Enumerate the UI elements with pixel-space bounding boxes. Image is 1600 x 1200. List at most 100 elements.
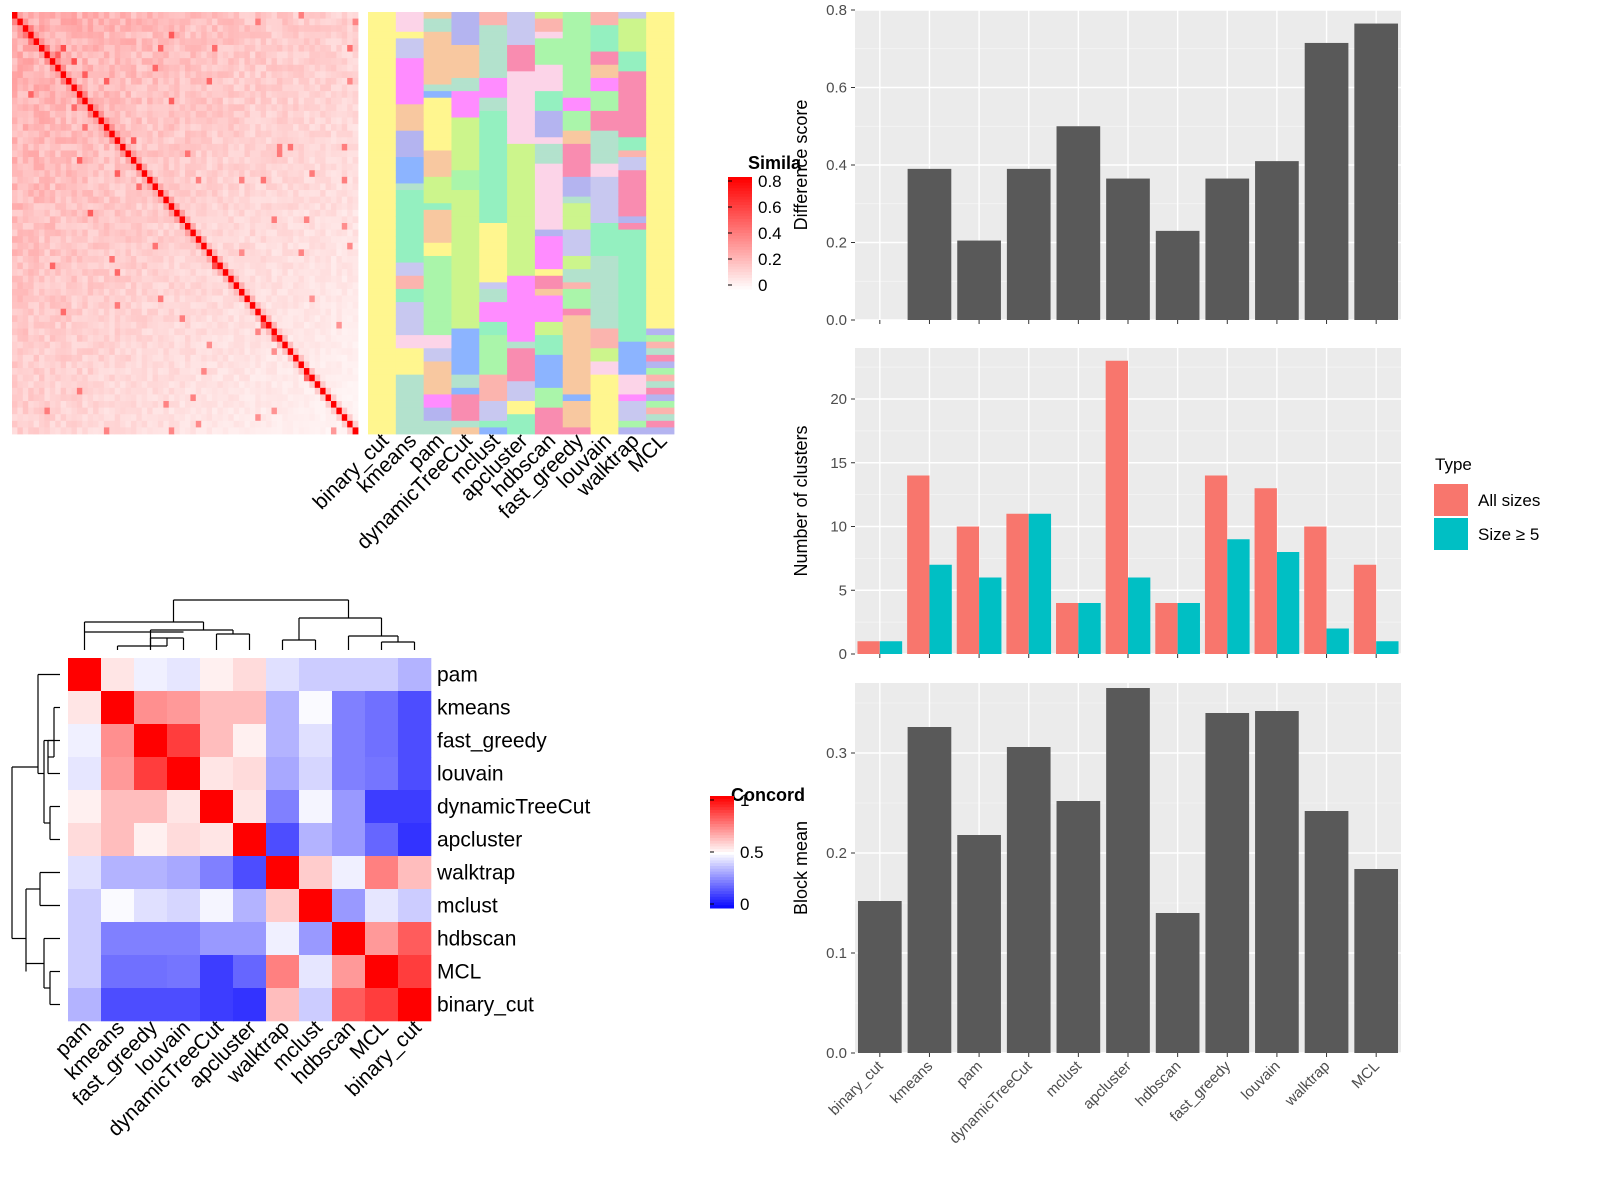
similarity-cell bbox=[212, 71, 218, 79]
similarity-cell bbox=[244, 209, 251, 217]
similarity-cell bbox=[49, 84, 56, 92]
similarity-cell bbox=[260, 143, 267, 151]
similarity-cell bbox=[325, 150, 332, 158]
similarity-cell bbox=[12, 341, 18, 349]
similarity-cell bbox=[147, 236, 153, 244]
similarity-cell bbox=[293, 216, 299, 224]
similarity-cell bbox=[249, 242, 256, 250]
similarity-cell bbox=[136, 196, 143, 204]
similarity-cell bbox=[298, 229, 305, 237]
similarity-cell bbox=[141, 374, 148, 382]
similarity-cell bbox=[293, 203, 299, 211]
similarity-cell bbox=[33, 31, 40, 39]
similarity-cell bbox=[114, 414, 121, 422]
similarity-cell bbox=[114, 275, 121, 283]
similarity-cell bbox=[195, 223, 202, 230]
similarity-cell bbox=[71, 374, 78, 382]
similarity-cell bbox=[28, 58, 35, 66]
similarity-cell bbox=[309, 110, 316, 118]
annotation-cell bbox=[562, 262, 591, 270]
similarity-cell bbox=[157, 381, 164, 389]
similarity-cell bbox=[249, 190, 256, 198]
similarity-cell bbox=[314, 420, 321, 428]
concordance-cell bbox=[299, 889, 333, 923]
similarity-cell bbox=[282, 97, 289, 105]
similarity-cell bbox=[255, 269, 262, 277]
similarity-cell bbox=[147, 91, 153, 99]
similarity-cell bbox=[217, 341, 224, 349]
similarity-cell bbox=[185, 275, 191, 283]
similarity-cell bbox=[141, 91, 148, 99]
similarity-cell bbox=[201, 51, 208, 59]
similarity-cell bbox=[141, 229, 148, 237]
annotation-cell bbox=[618, 262, 647, 270]
similarity-cell bbox=[201, 104, 208, 112]
annotation-cell bbox=[451, 157, 480, 165]
similarity-cell bbox=[98, 341, 105, 349]
annotation-cell bbox=[562, 44, 591, 52]
similarity-cell bbox=[76, 223, 83, 230]
similarity-cell bbox=[109, 414, 116, 422]
similarity-cell bbox=[44, 387, 51, 395]
similarity-cell bbox=[98, 361, 105, 369]
annotation-cell bbox=[646, 361, 675, 369]
similarity-cell bbox=[260, 381, 267, 389]
similarity-cell bbox=[12, 308, 18, 316]
similarity-cell bbox=[185, 176, 191, 184]
similarity-cell bbox=[87, 361, 94, 369]
similarity-cell bbox=[136, 361, 143, 369]
similarity-cell bbox=[136, 407, 143, 415]
similarity-cell bbox=[212, 183, 218, 191]
similarity-cell bbox=[76, 401, 83, 409]
similarity-cell bbox=[136, 288, 143, 296]
annotation-cell bbox=[368, 18, 397, 26]
similarity-cell bbox=[33, 249, 40, 257]
similarity-cell bbox=[212, 381, 218, 389]
similarity-cell bbox=[49, 77, 56, 85]
similarity-cell bbox=[44, 190, 51, 198]
similarity-cell bbox=[174, 91, 180, 99]
similarity-cell bbox=[314, 137, 321, 145]
similarity-cell bbox=[120, 236, 126, 244]
similarity-legend-swatch bbox=[728, 283, 752, 287]
similarity-cell bbox=[120, 110, 126, 118]
similarity-cell bbox=[217, 269, 224, 277]
similarity-cell bbox=[87, 394, 94, 402]
similarity-cell bbox=[282, 84, 289, 92]
annotation-cell bbox=[646, 394, 675, 402]
similarity-cell bbox=[287, 170, 294, 178]
similarity-legend: Simila 0.80.60.40.20 bbox=[728, 153, 802, 295]
similarity-cell bbox=[244, 12, 251, 19]
similarity-cell bbox=[298, 150, 305, 158]
similarity-cell bbox=[28, 328, 35, 336]
similarity-cell bbox=[249, 12, 256, 19]
annotation-cell bbox=[423, 150, 452, 158]
similarity-cell bbox=[22, 84, 29, 92]
similarity-cell bbox=[17, 255, 24, 263]
annotation-cell bbox=[451, 124, 480, 132]
similarity-cell bbox=[174, 183, 180, 191]
annotation-cell bbox=[590, 209, 619, 217]
similarity-cell bbox=[325, 354, 332, 362]
similarity-cell bbox=[55, 335, 62, 343]
similarity-cell bbox=[125, 374, 132, 382]
similarity-cell bbox=[206, 12, 213, 19]
annotation-cell bbox=[451, 414, 480, 422]
similarity-cell bbox=[17, 71, 24, 79]
similarity-cell bbox=[44, 348, 51, 356]
annotation-cell bbox=[562, 229, 591, 237]
similarity-cell bbox=[66, 262, 72, 270]
similarity-cell bbox=[17, 269, 24, 277]
similarity-cell bbox=[136, 315, 143, 323]
similarity-cell bbox=[12, 150, 18, 158]
similarity-cell bbox=[109, 110, 116, 118]
similarity-cell bbox=[17, 51, 24, 59]
similarity-cell bbox=[201, 288, 208, 296]
annotation-cell bbox=[423, 420, 452, 428]
similarity-cell bbox=[17, 25, 24, 33]
similarity-cell bbox=[298, 216, 305, 224]
similarity-cell bbox=[341, 150, 348, 158]
similarity-cell bbox=[260, 427, 267, 435]
similarity-cell bbox=[60, 150, 67, 158]
similarity-cell bbox=[125, 97, 132, 105]
